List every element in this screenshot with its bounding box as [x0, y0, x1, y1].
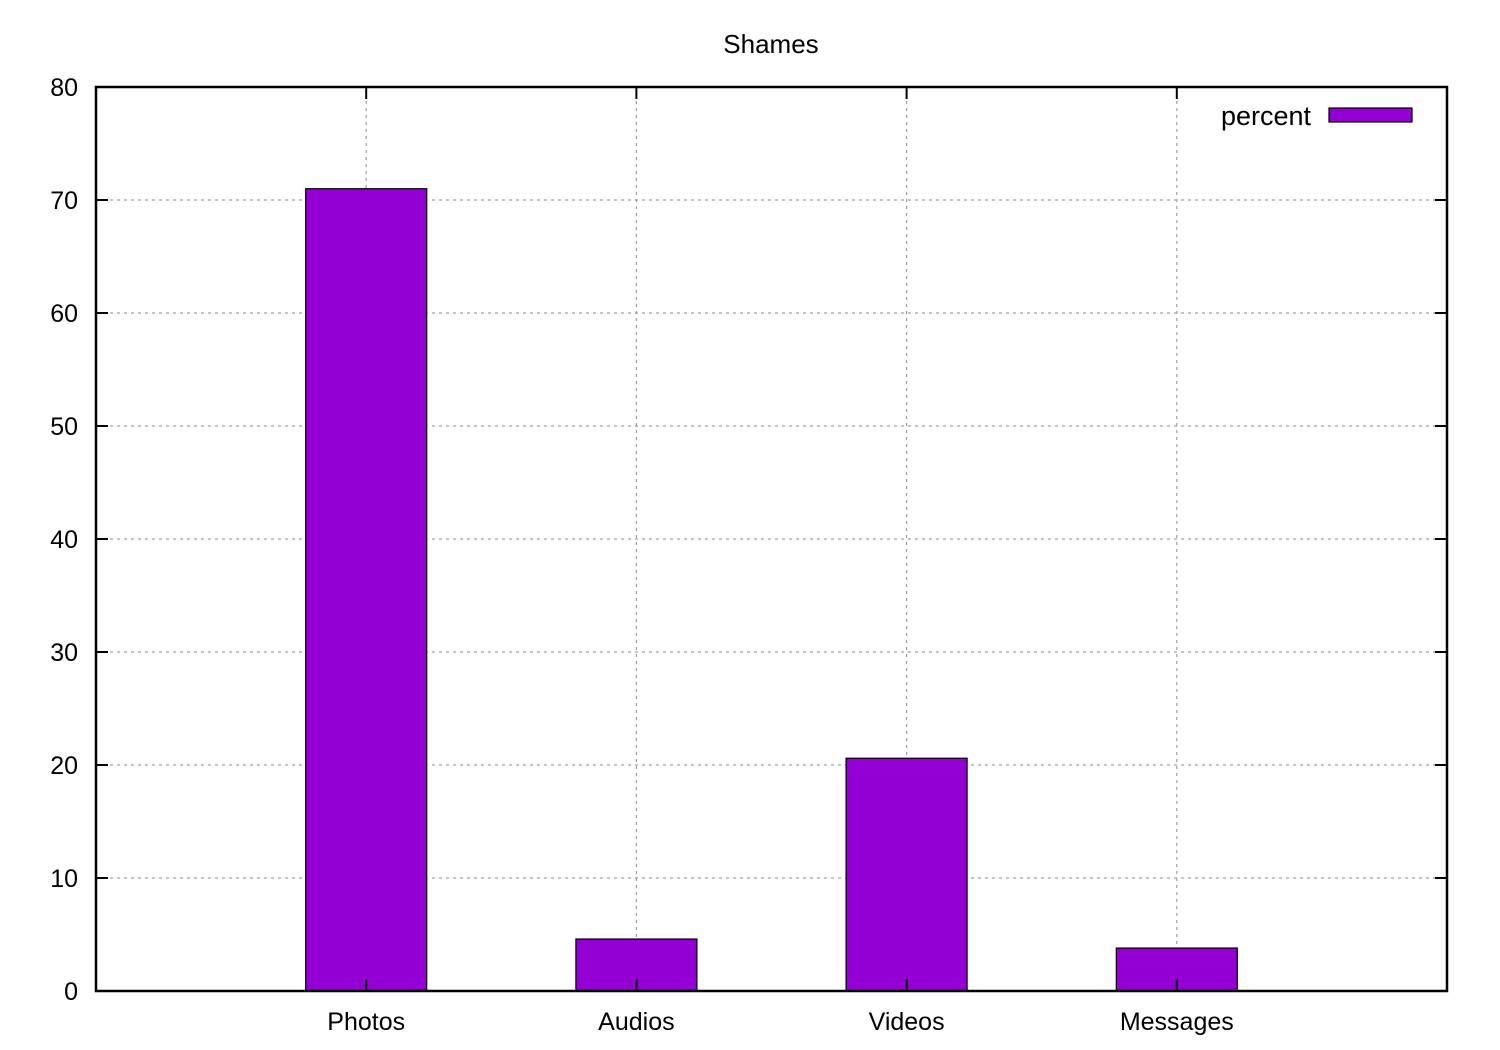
bar-photos — [305, 188, 428, 992]
y-tick-label-80: 80 — [50, 74, 78, 102]
bar-videos — [845, 757, 968, 992]
legend-swatch-percent — [1328, 107, 1413, 123]
legend: percent — [1221, 101, 1413, 131]
x-tick-label-messages: Messages — [1120, 1008, 1234, 1036]
y-tick-label-20: 20 — [50, 752, 78, 780]
y-tick-label-30: 30 — [50, 639, 78, 667]
y-tick-label-60: 60 — [50, 300, 78, 328]
x-tick-label-audios: Audios — [598, 1008, 674, 1036]
chart-title: Shames — [723, 29, 818, 59]
legend-label-percent: percent — [1221, 101, 1312, 131]
bars — [305, 188, 1238, 992]
y-tick-label-40: 40 — [50, 526, 78, 554]
y-axis-tick-labels: 0 10 20 30 40 50 60 70 80 — [50, 74, 78, 1006]
grid-lines — [96, 87, 1447, 991]
y-tick-label-50: 50 — [50, 413, 78, 441]
x-axis-tick-labels: Photos Audios Videos Messages — [327, 1008, 1233, 1036]
y-tick-label-0: 0 — [64, 978, 78, 1006]
tick-marks — [96, 86, 1447, 992]
x-tick-label-photos: Photos — [327, 1008, 405, 1036]
y-tick-label-10: 10 — [50, 865, 78, 893]
x-tick-label-videos: Videos — [869, 1008, 945, 1036]
y-tick-label-70: 70 — [50, 187, 78, 215]
